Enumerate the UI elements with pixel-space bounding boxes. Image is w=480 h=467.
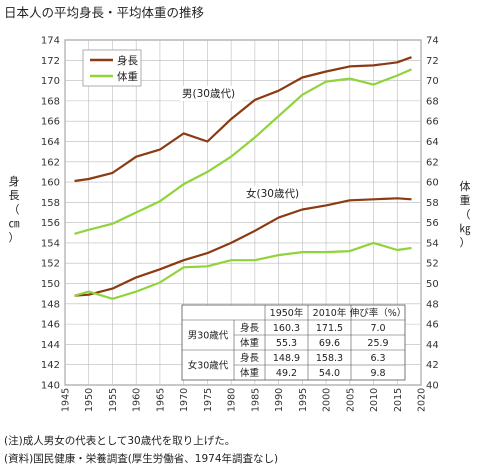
table-cell: 69.6 xyxy=(319,338,340,349)
y-right-tick-label: 52 xyxy=(426,259,439,270)
x-tick-label: 1995 xyxy=(298,388,309,412)
y-right-tick-label: 50 xyxy=(426,279,439,290)
legend-box xyxy=(82,49,142,87)
y-left-tick-label: 146 xyxy=(41,320,60,331)
table-cell: 49.2 xyxy=(276,368,297,379)
y-right-tick-label: 64 xyxy=(426,137,439,148)
y-right-tick-label: 46 xyxy=(426,320,439,331)
annotation-bg xyxy=(180,86,242,101)
table-cell: 158.3 xyxy=(316,353,343,364)
y-left-tick-label: 158 xyxy=(41,198,60,209)
table-header: 2010年 xyxy=(313,307,347,319)
y-left-tick-label: 174 xyxy=(41,36,60,47)
table-cell: 9.8 xyxy=(370,368,385,379)
table-cell: 身長 xyxy=(240,322,260,334)
x-tick-label: 2020 xyxy=(417,388,428,412)
annotation-label: 男(30歳代) xyxy=(182,88,235,100)
x-tick-label: 1955 xyxy=(108,388,119,412)
y-left-tick-label: 160 xyxy=(41,178,60,189)
series-line xyxy=(74,197,412,297)
y-right-tick-label: 54 xyxy=(426,238,439,249)
y-left-tick-label: 166 xyxy=(41,117,60,128)
table-cell: 6.3 xyxy=(370,353,385,364)
footnote-note: (注)成人男女の代表として30歳代を取り上げた。 xyxy=(4,435,236,447)
x-tick-label: 1970 xyxy=(179,388,190,412)
y-left-tick-label: 154 xyxy=(41,238,60,249)
y-right-tick-label: 62 xyxy=(426,157,439,168)
y-left-tick-label: 140 xyxy=(41,381,60,392)
table-cell: 体重 xyxy=(240,337,260,349)
y-left-tick-label: 144 xyxy=(41,340,60,351)
series-line xyxy=(74,68,412,235)
y-right-axis-label: 体重（㎏） xyxy=(460,179,471,249)
y-right-tick-label: 70 xyxy=(426,76,439,87)
y-left-tick-label: 168 xyxy=(41,96,60,107)
table-cell: 160.3 xyxy=(273,323,300,334)
x-tick-label: 1950 xyxy=(84,388,95,412)
x-tick-label: 2010 xyxy=(369,388,380,412)
chart-title: 日本人の平均身長・平均体重の推移 xyxy=(4,5,205,20)
y-left-tick-label: 148 xyxy=(41,299,60,310)
table-cell: 55.3 xyxy=(276,338,297,349)
y-right-tick-label: 42 xyxy=(426,360,439,371)
table-cell: 25.9 xyxy=(367,338,388,349)
table-cell: 54.0 xyxy=(319,368,340,379)
x-tick-label: 1985 xyxy=(250,388,261,412)
y-right-tick-label: 72 xyxy=(426,56,439,67)
y-left-axis-label: 身長（㎝） xyxy=(9,174,20,244)
y-right-tick-label: 40 xyxy=(426,381,439,392)
summary-table xyxy=(181,304,406,381)
y-left-tick-label: 164 xyxy=(41,137,60,148)
y-right-tick-label: 60 xyxy=(426,178,439,189)
y-left-tick-label: 156 xyxy=(41,218,60,229)
y-left-tick-label: 172 xyxy=(41,56,60,67)
footnote-source: (資料)国民健康・栄養調査(厚生労働省、1974年調査なし) xyxy=(4,453,279,465)
table-cell: 男30歳代 xyxy=(188,330,229,342)
x-tick-label: 1975 xyxy=(203,388,214,412)
x-tick-label: 2015 xyxy=(393,388,404,412)
table-cell: 148.9 xyxy=(273,353,300,364)
x-tick-label: 1945 xyxy=(61,388,72,412)
x-tick-label: 1960 xyxy=(132,388,143,412)
x-tick-label: 1990 xyxy=(274,388,285,412)
y-right-tick-label: 68 xyxy=(426,96,439,107)
series-line xyxy=(74,56,412,183)
legend-label: 身長 xyxy=(117,54,138,67)
y-left-tick-label: 142 xyxy=(41,360,60,371)
y-left-tick-label: 170 xyxy=(41,76,60,87)
y-right-tick-label: 56 xyxy=(426,218,439,229)
table-header: 伸び率（%） xyxy=(350,307,407,319)
series-line xyxy=(74,241,412,300)
table-cell: 身長 xyxy=(240,352,260,364)
table-cell: 171.5 xyxy=(316,323,343,334)
y-right-tick-label: 48 xyxy=(426,299,439,310)
y-right-tick-label: 66 xyxy=(426,117,439,128)
x-tick-label: 2005 xyxy=(345,388,356,412)
y-right-tick-label: 58 xyxy=(426,198,439,209)
annotation-bg xyxy=(244,186,306,201)
table-cell: 体重 xyxy=(240,367,260,379)
annotation-label: 女(30歳代) xyxy=(246,187,299,200)
table-header: 1950年 xyxy=(270,307,304,319)
legend-label: 体重 xyxy=(117,70,138,83)
x-tick-label: 1980 xyxy=(227,388,238,412)
table-cell: 女30歳代 xyxy=(188,360,229,372)
y-left-tick-label: 150 xyxy=(41,279,60,290)
x-tick-label: 2000 xyxy=(322,388,333,412)
y-right-tick-label: 44 xyxy=(426,340,439,351)
y-left-tick-label: 162 xyxy=(41,157,60,168)
x-tick-label: 1965 xyxy=(155,388,166,412)
table-cell: 7.0 xyxy=(370,323,385,334)
line-chart: 1945 1950 1955 1960 1965 1970 1975 1980 1985 1990… xyxy=(9,36,471,413)
y-right-tick-label: 74 xyxy=(426,36,439,47)
y-left-tick-label: 152 xyxy=(41,259,60,270)
